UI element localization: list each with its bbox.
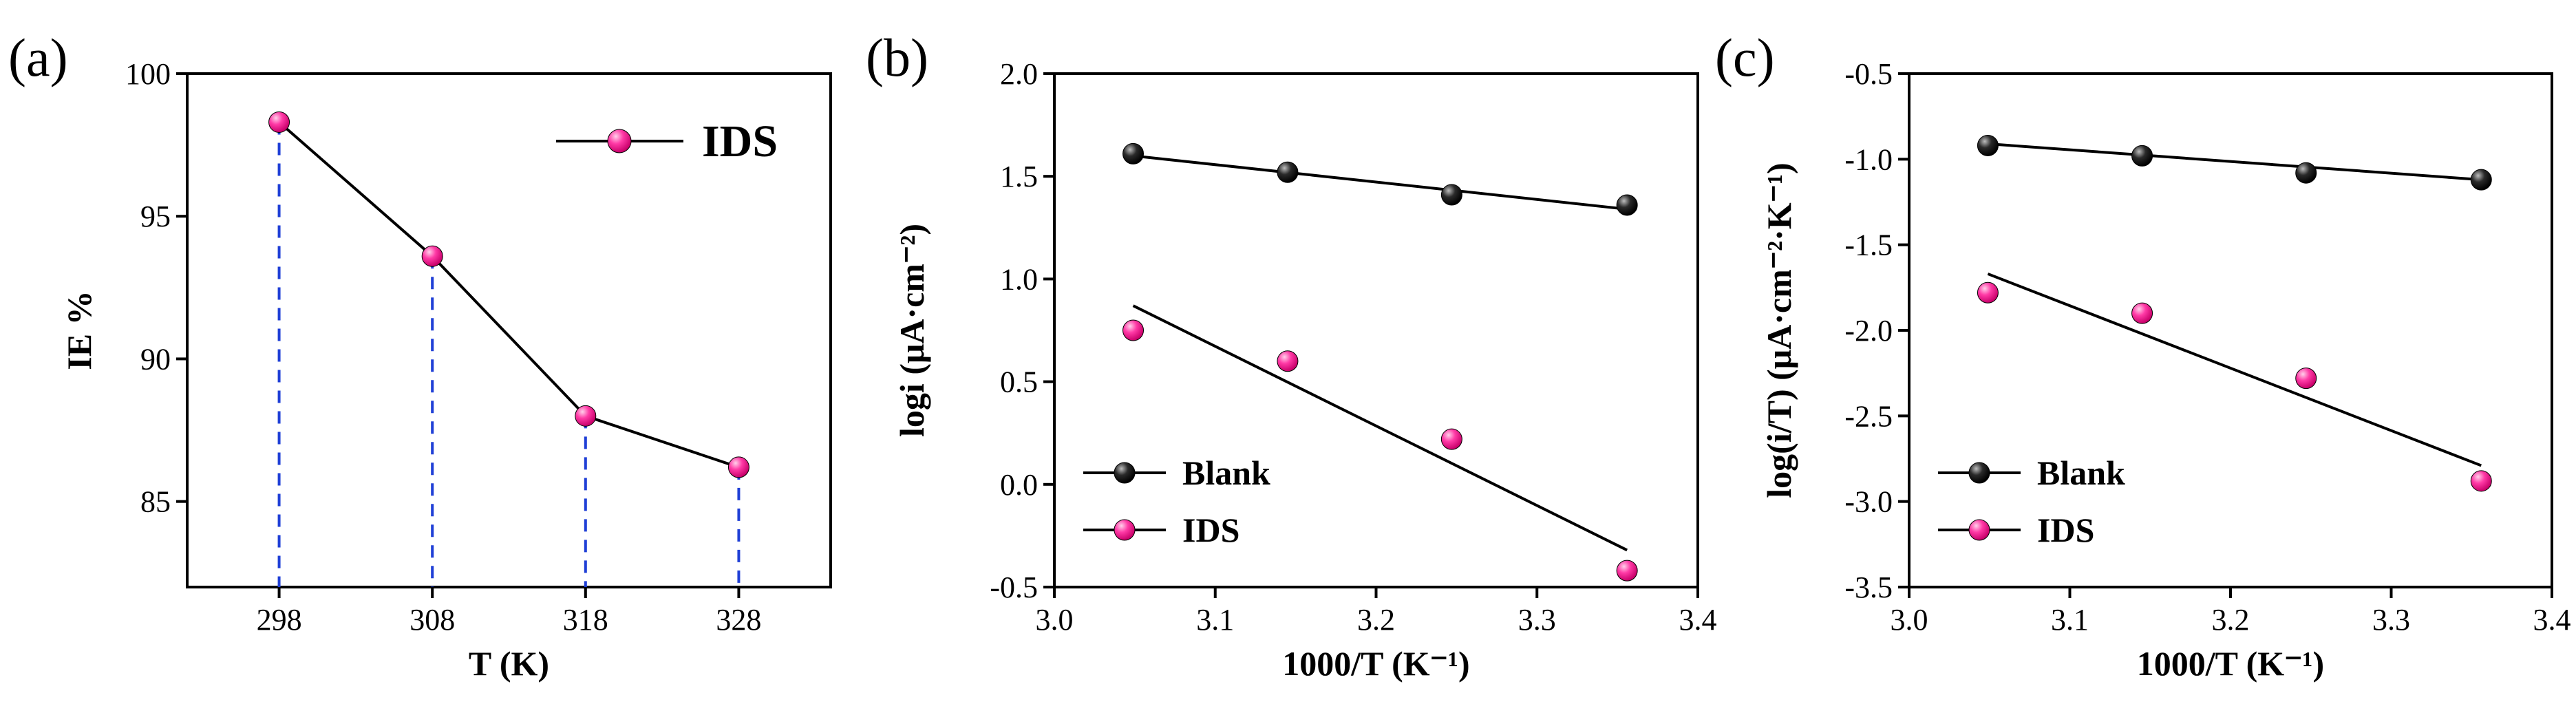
fit-line-ids: [1132, 304, 1628, 552]
legend-label: Blank: [2037, 454, 2125, 492]
legend-marker-ids: [1968, 519, 1990, 541]
panel-a: (a) 298 308 318 328 85 90 95 100 T (K) IE % IDS: [8, 28, 832, 683]
panel-label: (a): [8, 28, 68, 87]
x-tick-label: 3.4: [2533, 603, 2571, 637]
panel-c: (c) 3.0 3.1 3.2 3.3 3.4 -3.5 -3.0 -2.5 -2.0 -1.5 -1…: [1715, 28, 2571, 683]
x-axis-title: T (K): [469, 644, 549, 683]
fit-line-blank: [1988, 142, 2482, 182]
y-tick-label: -0.5: [1844, 57, 1893, 91]
x-tick-label: 308: [409, 603, 455, 637]
y-axis-title: log(i/T) (μA·cm⁻²·K⁻¹): [1760, 162, 1798, 498]
y-tick-label: 1.0: [1000, 262, 1038, 296]
y-tick-label: -2.5: [1844, 399, 1893, 433]
plot-frame: [1053, 72, 1699, 588]
y-tick-label: 85: [140, 485, 171, 519]
legend-label: IDS: [702, 116, 778, 167]
data-point-blank: [1440, 184, 1462, 206]
y-axis-title: logi (μA·cm⁻²): [893, 224, 931, 437]
data-point-ids: [727, 456, 749, 478]
series-line-ids: [278, 120, 740, 469]
y-tick-label: 0.5: [1000, 365, 1038, 399]
plot-frame: [186, 72, 832, 588]
y-tick-label: -1.5: [1844, 228, 1893, 262]
x-tick-label: 3.4: [1679, 603, 1717, 637]
y-axis-title: IE %: [60, 290, 98, 370]
y-tick-label: 2.0: [1000, 57, 1038, 91]
legend-label: IDS: [2037, 511, 2094, 549]
y-tick-label: 100: [125, 57, 171, 91]
legend-marker-blank: [1114, 462, 1136, 484]
y-tick-label: -1.0: [1844, 142, 1893, 176]
x-tick-label: 3.3: [1518, 603, 1556, 637]
data-point-blank: [2470, 169, 2492, 191]
legend-label: Blank: [1182, 454, 1270, 492]
data-point-ids: [2131, 302, 2153, 324]
y-tick-label: -3.5: [1844, 571, 1893, 604]
data-point-ids: [575, 405, 597, 427]
data-point-ids: [2295, 368, 2317, 390]
data-point-blank: [1122, 142, 1145, 164]
data-point-blank: [2131, 145, 2153, 167]
fit-line-blank: [1133, 154, 1628, 211]
x-tick-label: 3.1: [2051, 603, 2089, 637]
data-point-blank: [1616, 194, 1638, 216]
plot-frame: [1908, 72, 2553, 588]
y-tick-label: -0.5: [990, 571, 1038, 604]
y-tick-label: 95: [140, 200, 171, 233]
x-tick-label: 3.3: [2372, 603, 2410, 637]
data-point-ids: [1977, 281, 1999, 304]
legend-marker-blank: [1968, 462, 1990, 484]
data-point-blank: [1277, 161, 1299, 183]
y-tick-label: -2.0: [1844, 314, 1893, 348]
data-point-ids: [421, 245, 443, 267]
x-tick-label: 3.1: [1196, 603, 1234, 637]
y-tick-label: 1.5: [1000, 160, 1038, 193]
panel-label: (c): [1715, 28, 1775, 87]
data-point-blank: [2295, 162, 2317, 184]
data-point-ids: [1616, 560, 1638, 582]
legend-label: IDS: [1182, 511, 1239, 549]
data-point-blank: [1977, 134, 1999, 156]
x-tick-label: 3.2: [2212, 603, 2250, 637]
y-tick-label: 90: [140, 342, 171, 376]
y-tick-label: 0.0: [1000, 468, 1038, 502]
data-point-ids: [1277, 350, 1299, 372]
x-axis-title: 1000/T (K⁻¹): [1282, 644, 1469, 683]
x-tick-label: 3.0: [1036, 603, 1074, 637]
x-tick-label: 3.0: [1891, 603, 1928, 637]
legend-marker-ids: [1114, 519, 1136, 541]
panel-label: (b): [866, 28, 928, 87]
data-point-ids: [1122, 319, 1145, 341]
panel-b: (b) 3.0 3.1 3.2 3.3 3.4 -0.5 0.0 0.5 1.0 1.5 2.0 100…: [866, 28, 1717, 683]
data-point-ids: [2470, 470, 2492, 492]
data-point-ids: [1440, 428, 1462, 450]
x-tick-label: 298: [257, 603, 302, 637]
x-tick-label: 328: [716, 603, 761, 637]
y-tick-label: -3.0: [1844, 485, 1893, 519]
x-tick-label: 318: [563, 603, 608, 637]
x-axis-title: 1000/T (K⁻¹): [2137, 644, 2324, 683]
legend-marker-ids: [607, 129, 632, 153]
data-point-ids: [268, 111, 290, 133]
fit-line-ids: [1987, 273, 2482, 467]
x-tick-label: 3.2: [1357, 603, 1395, 637]
